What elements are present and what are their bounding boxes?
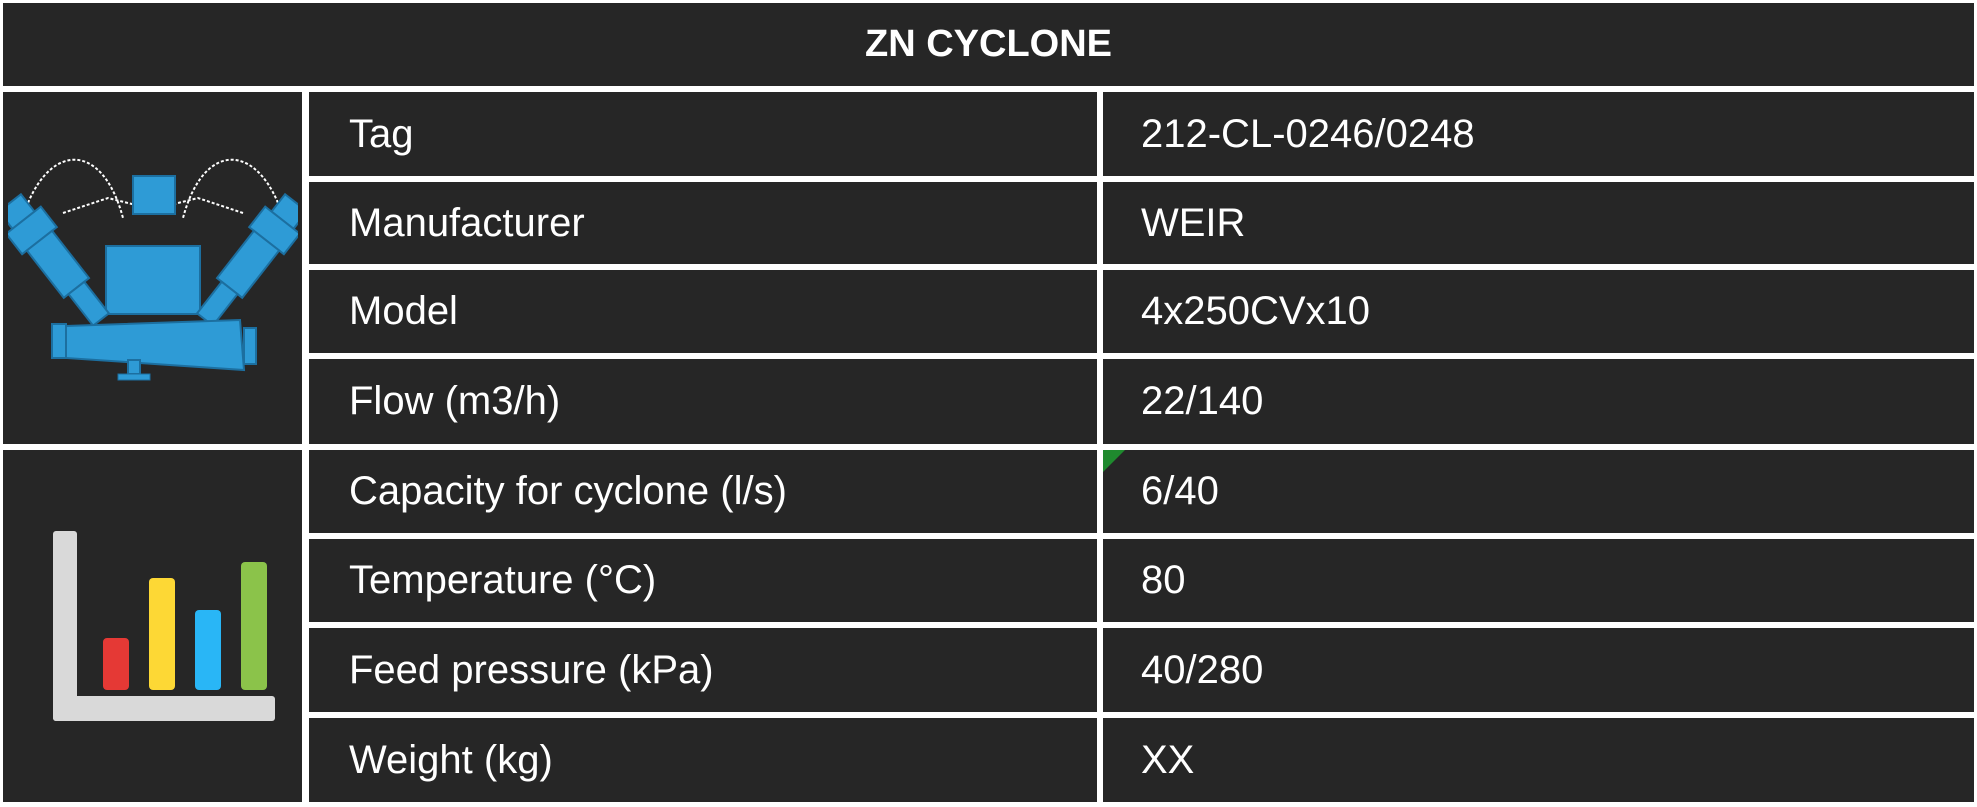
chart-axis-horizontal <box>52 696 275 721</box>
row-label-model: Model <box>309 270 1097 353</box>
row-label-tag: Tag <box>309 92 1097 176</box>
row-value-weight: XX <box>1103 718 1974 802</box>
row-value-flow: 22/140 <box>1103 359 1974 444</box>
cell-comment-marker <box>1103 450 1125 472</box>
row-value-feed-pressure: 40/280 <box>1103 628 1974 712</box>
chart-icon-cell <box>3 450 302 802</box>
equipment-icon-cell <box>3 92 302 444</box>
row-label-capacity: Capacity for cyclone (l/s) <box>309 450 1097 533</box>
bar-yellow <box>148 578 175 690</box>
bar-green <box>240 562 267 690</box>
cyclone-equipment-icon <box>7 158 298 381</box>
chart-axis-vertical <box>52 531 77 721</box>
row-label-flow: Flow (m3/h) <box>309 359 1097 444</box>
bar-chart-icon <box>52 531 275 721</box>
row-label-temperature: Temperature (°C) <box>309 539 1097 622</box>
row-label-weight: Weight (kg) <box>309 718 1097 802</box>
row-label-manufacturer: Manufacturer <box>309 182 1097 264</box>
row-value-capacity-text: 6/40 <box>1141 469 1219 513</box>
row-value-model: 4x250CVx10 <box>1103 270 1974 353</box>
row-value-temperature: 80 <box>1103 539 1974 622</box>
row-label-feed-pressure: Feed pressure (kPa) <box>309 628 1097 712</box>
table-title: ZN CYCLONE <box>3 3 1974 86</box>
bar-blue <box>194 610 221 690</box>
row-value-tag: 212-CL-0246/0248 <box>1103 92 1974 176</box>
row-value-manufacturer: WEIR <box>1103 182 1974 264</box>
bar-red <box>102 638 129 690</box>
row-value-capacity: 6/40 <box>1103 450 1974 533</box>
